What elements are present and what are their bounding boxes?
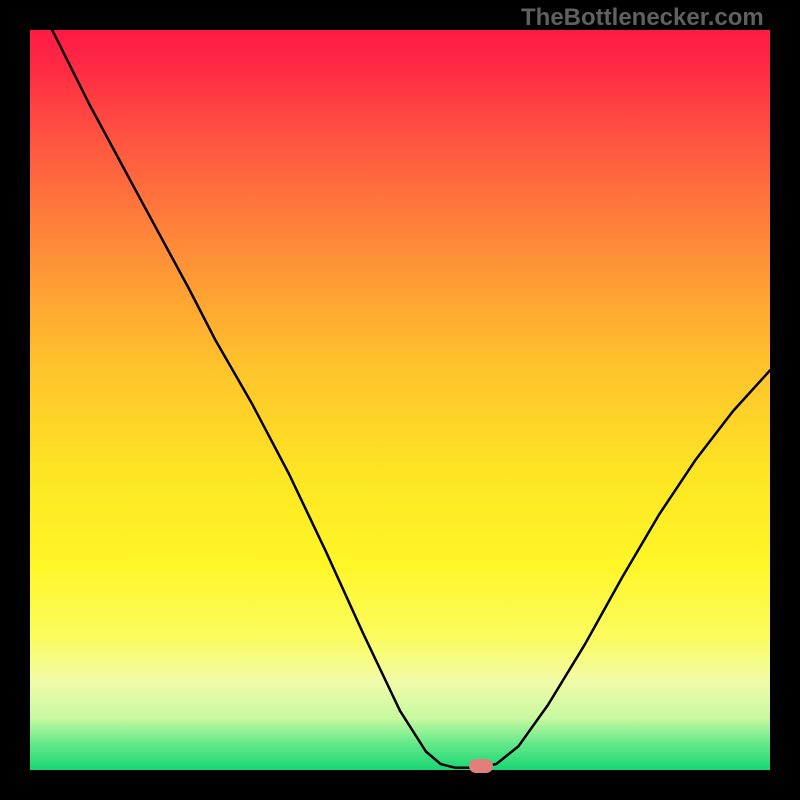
watermark-text: TheBottlenecker.com [521,4,764,32]
minimum-marker [469,759,493,773]
plot-svg [30,30,770,770]
gradient-background [30,30,770,770]
curve-line [52,30,770,768]
chart-container: TheBottlenecker.com [0,0,800,800]
plot-area [30,30,770,770]
